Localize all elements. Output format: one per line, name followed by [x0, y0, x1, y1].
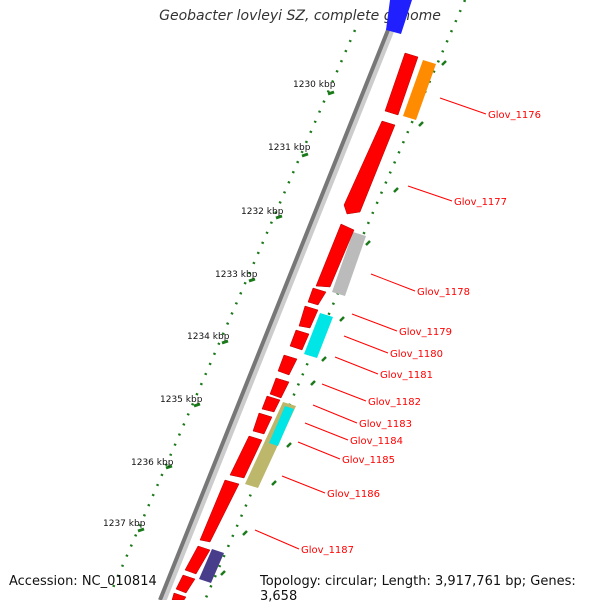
backbone — [158, 0, 402, 600]
gene-arrow — [343, 120, 396, 215]
gene-label: Glov_1186 — [327, 489, 380, 500]
gene-label: Glov_1177 — [454, 197, 507, 208]
gene-label: Glov_1185 — [342, 455, 395, 466]
map-title: Geobacter lovleyi SZ, complete genome — [159, 8, 441, 24]
gene-arrow — [184, 545, 211, 575]
ruler-ticks — [137, 90, 335, 533]
gene-arrow — [384, 52, 419, 116]
gene-arrow — [261, 395, 281, 413]
gene-label: Glov_1187 — [301, 545, 354, 556]
gene-arrow — [229, 435, 263, 479]
gene-arrow — [307, 287, 327, 306]
cog-features — [199, 0, 436, 583]
gene-label: Glov_1183 — [359, 419, 412, 430]
ruler-label: 1232 kbp — [241, 207, 284, 217]
gene-label: Glov_1184 — [350, 436, 403, 447]
gene-label: Glov_1178 — [417, 287, 470, 298]
gene-arrow — [298, 305, 319, 329]
gene-arrow — [252, 412, 273, 435]
cog-feature-blue — [386, 0, 412, 34]
cog-feature-cyan-small — [269, 406, 294, 446]
gene-arrow — [199, 479, 240, 543]
ruler-label: 1230 kbp — [293, 80, 336, 90]
gene-label: Glov_1182 — [368, 397, 421, 408]
ruler-label: 1235 kbp — [160, 395, 203, 405]
gene-label: Glov_1181 — [380, 370, 433, 381]
ruler-label: 1233 kbp — [215, 270, 258, 280]
cog-feature-orange — [403, 60, 436, 120]
backbone-shadow — [159, 0, 407, 600]
cog-feature-gray — [332, 232, 366, 296]
gene-label: Glov_1179 — [399, 327, 452, 338]
gene-arrow — [171, 592, 187, 600]
ruler-label: 1231 kbp — [268, 143, 311, 153]
gene-label: Glov_1176 — [488, 110, 541, 121]
ruler-label: 1234 kbp — [187, 332, 230, 342]
ruler-label: 1237 kbp — [103, 519, 146, 529]
outer-markers — [220, 60, 447, 576]
gene-label: Glov_1180 — [390, 349, 443, 360]
gene-arrow — [277, 354, 298, 376]
cog-feature-purple — [199, 549, 224, 583]
accession-text: Accession: NC_010814 — [9, 574, 157, 589]
gene-arrows — [171, 52, 419, 600]
gene-arrow — [269, 377, 290, 399]
gene-arrow — [315, 223, 355, 288]
gene-arrow — [289, 329, 310, 351]
cog-feature-cyan — [304, 313, 333, 358]
gene-arrow — [175, 574, 196, 594]
ruler-label: 1236 kbp — [131, 458, 174, 468]
ruler-dotted-circle — [110, 29, 357, 591]
label-leader-lines — [254, 97, 487, 550]
